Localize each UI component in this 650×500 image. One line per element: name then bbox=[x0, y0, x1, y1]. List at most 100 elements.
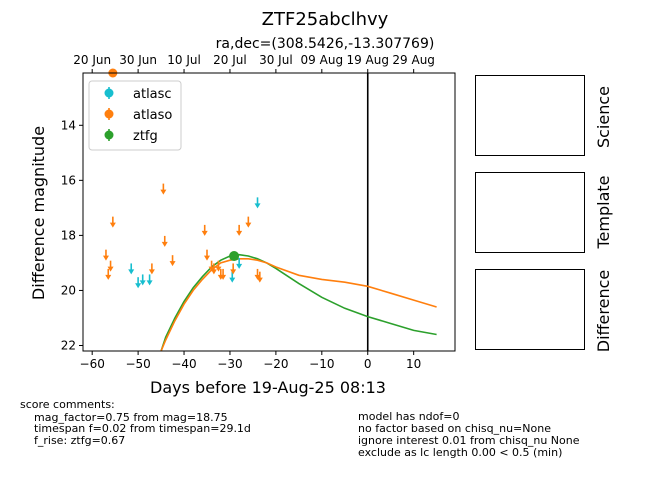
upper-limit-atlaso bbox=[148, 263, 155, 275]
upper-limit-atlasc bbox=[229, 271, 236, 283]
upper-limit-head bbox=[135, 283, 142, 289]
top-date-tick-label: 29 Aug bbox=[392, 53, 435, 67]
upper-limit-atlaso bbox=[220, 268, 227, 280]
template-label: Template bbox=[594, 175, 613, 249]
upper-limit-head bbox=[107, 266, 114, 272]
model-comment-line: ignore interest 0.01 from chisq_nu None bbox=[358, 434, 580, 447]
science-cutout bbox=[475, 75, 585, 156]
top-date-tick-label: 09 Aug bbox=[301, 53, 344, 67]
upper-limit-atlaso bbox=[105, 268, 112, 280]
upper-limit-head bbox=[161, 241, 168, 247]
template-cutout bbox=[475, 172, 585, 253]
upper-limit-head bbox=[139, 280, 146, 286]
legend: atlasc atlaso ztfg bbox=[88, 80, 182, 151]
x-tick-label: 10 bbox=[406, 357, 421, 371]
score-comment-line: mag_factor=0.75 from mag=18.75 bbox=[34, 411, 228, 424]
score-comment-line: timespan f=0.02 from timespan=29.1d bbox=[34, 422, 251, 435]
legend-label: ztfg bbox=[133, 129, 158, 144]
upper-limit-atlaso bbox=[204, 249, 210, 261]
score-comments-title: score comments: bbox=[20, 398, 115, 411]
x-tick-label: −20 bbox=[263, 357, 288, 371]
score-comment-line: f_rise: ztfg=0.67 bbox=[34, 434, 125, 447]
difference-cutout bbox=[475, 269, 585, 350]
model-curve-ztfg bbox=[160, 253, 437, 351]
model-comment-line: model has ndof=0 bbox=[358, 410, 459, 423]
x-tick-label: −10 bbox=[309, 357, 334, 371]
upper-limit-atlasc bbox=[254, 197, 261, 209]
model-comment-line: exclude as lc length 0.00 < 0.5 (min) bbox=[358, 446, 562, 459]
upper-limit-atlaso bbox=[102, 249, 109, 261]
x-tick-label: −50 bbox=[125, 357, 150, 371]
y-tick-label: 16 bbox=[61, 173, 76, 187]
model-comment-line: no factor based on chisq_nu=None bbox=[358, 422, 551, 435]
plot-frame bbox=[82, 72, 456, 352]
upper-limit-head bbox=[229, 277, 236, 283]
science-label: Science bbox=[594, 86, 613, 148]
upper-limit-head bbox=[220, 274, 227, 280]
upper-limit-head bbox=[148, 269, 155, 275]
upper-limit-head bbox=[204, 255, 210, 261]
y-tick-label: 20 bbox=[61, 283, 76, 297]
upper-limit-atlaso bbox=[215, 260, 222, 272]
top-date-tick-label: 10 Jul bbox=[167, 53, 201, 67]
y-axis-label: Difference magnitude bbox=[29, 126, 48, 300]
top-date-tick-label: 19 Aug bbox=[346, 53, 389, 67]
plot-data-group bbox=[102, 73, 437, 351]
upper-limit-head bbox=[256, 277, 263, 283]
upper-limit-head bbox=[146, 280, 153, 286]
top-date-tick-label: 20 Jul bbox=[213, 53, 247, 67]
chart-title: ZTF25abclhvy bbox=[262, 9, 389, 30]
upper-limit-head bbox=[245, 222, 252, 228]
y-tick-label: 18 bbox=[61, 228, 76, 242]
upper-limit-atlaso bbox=[109, 216, 116, 228]
detection-point-ztfg bbox=[229, 251, 240, 262]
y-tick-label: 22 bbox=[61, 338, 76, 352]
model-comments: model has ndof=0 no factor based on chis… bbox=[358, 410, 580, 459]
legend-marker bbox=[104, 109, 114, 119]
legend-item-atlaso: atlaso bbox=[104, 108, 172, 123]
top-date-tick-label: 30 Jun bbox=[119, 53, 157, 67]
upper-limit-atlasc bbox=[128, 263, 135, 275]
upper-limit-head bbox=[236, 263, 243, 269]
upper-limit-head bbox=[109, 222, 116, 228]
upper-limit-atlaso bbox=[210, 263, 217, 275]
upper-limit-head bbox=[201, 230, 208, 236]
x-tick-label: −30 bbox=[217, 357, 242, 371]
upper-limit-head bbox=[128, 269, 135, 275]
legend-label: atlaso bbox=[133, 108, 172, 123]
difference-label: Difference bbox=[594, 270, 613, 352]
upper-limit-head bbox=[215, 266, 222, 272]
upper-limit-atlasc bbox=[236, 257, 243, 269]
upper-limit-head bbox=[210, 269, 217, 275]
upper-limit-atlaso bbox=[256, 271, 263, 283]
upper-limit-atlaso bbox=[201, 224, 208, 236]
top-date-tick-label: 20 Jun bbox=[73, 53, 111, 67]
upper-limit-head bbox=[254, 203, 261, 209]
upper-limit-head bbox=[230, 269, 237, 275]
upper-limit-atlaso bbox=[236, 224, 243, 236]
model-curve-atlaso bbox=[160, 258, 437, 351]
legend-label: atlasc bbox=[133, 87, 172, 102]
upper-limit-atlaso bbox=[161, 235, 168, 247]
upper-limit-head bbox=[102, 255, 109, 261]
chart-subtitle: ra,dec=(308.5426,-13.307769) bbox=[216, 36, 435, 52]
legend-item-ztfg: ztfg bbox=[104, 129, 158, 144]
upper-limit-atlaso bbox=[245, 216, 252, 228]
score-comments: score comments: mag_factor=0.75 from mag… bbox=[20, 398, 251, 447]
x-tick-label: 0 bbox=[364, 357, 372, 371]
upper-limit-atlaso bbox=[107, 260, 114, 272]
x-axis-label: Days before 19-Aug-25 08:13 bbox=[150, 378, 386, 397]
legend-marker bbox=[104, 88, 114, 98]
upper-limit-atlasc bbox=[135, 277, 142, 289]
upper-limit-head bbox=[236, 230, 243, 236]
legend-item-atlasc: atlasc bbox=[104, 87, 172, 102]
x-tick-label: −60 bbox=[80, 357, 105, 371]
upper-limit-atlaso bbox=[169, 255, 176, 267]
plot-area: −60 −50 −40 −30 −20 −10 0 10 14 16 18 20 22 20 Jun 30 … bbox=[61, 53, 456, 371]
top-date-tick-label: 30 Jul bbox=[259, 53, 293, 67]
upper-limit-atlaso bbox=[230, 263, 237, 275]
upper-limit-atlasc bbox=[146, 274, 153, 286]
y-tick-label: 14 bbox=[61, 118, 76, 132]
legend-marker bbox=[104, 130, 114, 140]
